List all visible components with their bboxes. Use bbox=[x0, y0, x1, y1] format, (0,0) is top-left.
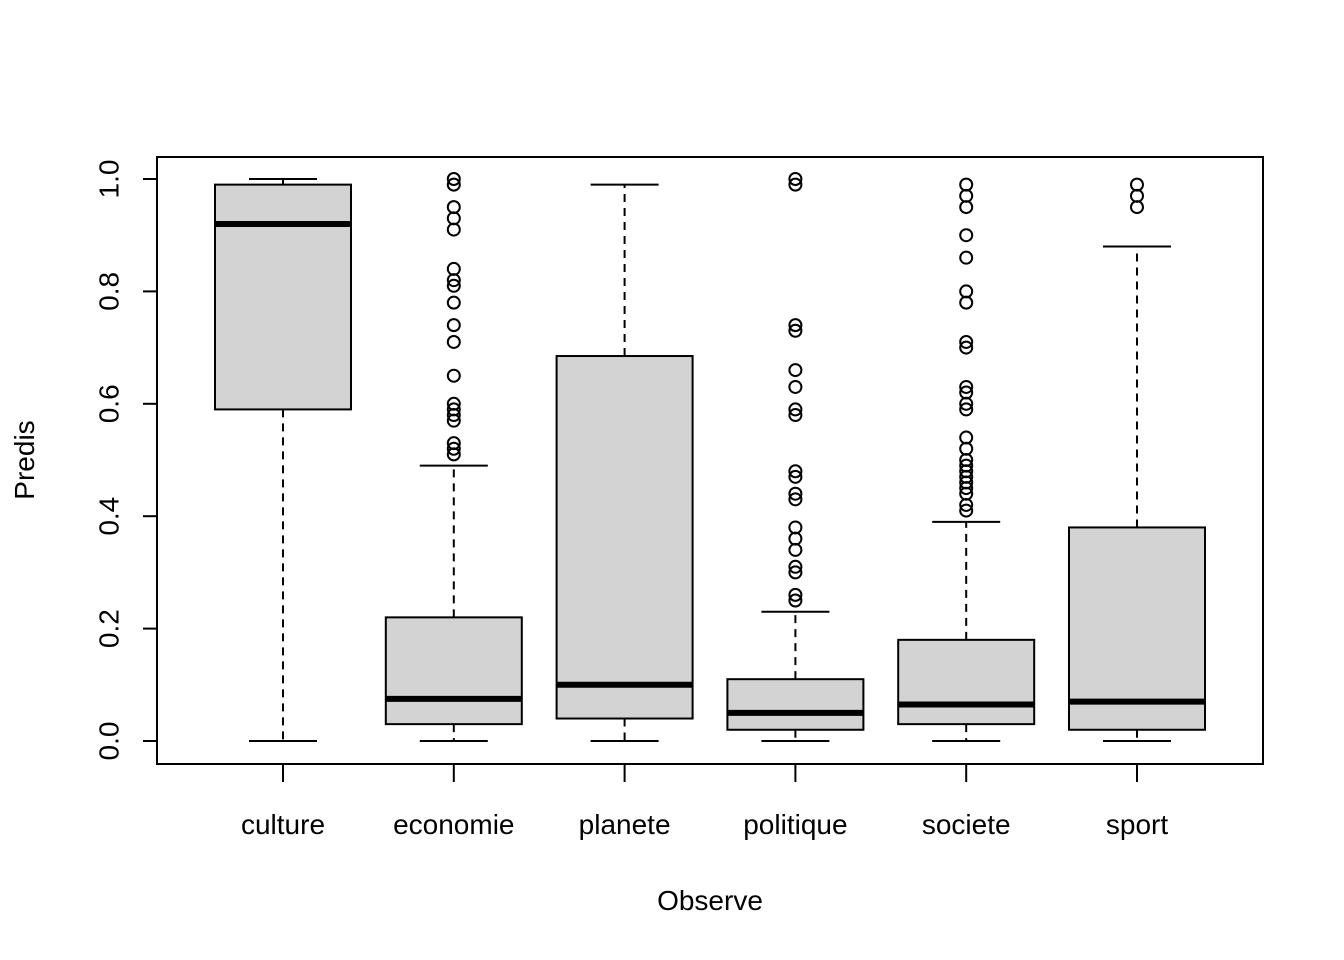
outlier-point bbox=[959, 228, 974, 243]
outlier-point bbox=[1130, 177, 1144, 192]
x-tick-label-politique: politique bbox=[743, 809, 847, 840]
outlier-point bbox=[959, 458, 974, 473]
outlier-point bbox=[959, 340, 974, 355]
iqr-box bbox=[1068, 526, 1206, 731]
outlier-point bbox=[959, 177, 974, 192]
outlier-point bbox=[788, 379, 803, 394]
outlier-point bbox=[446, 222, 461, 237]
outlier-point bbox=[788, 177, 803, 192]
outlier-point bbox=[959, 334, 974, 349]
outlier-point bbox=[788, 531, 803, 546]
outlier-point bbox=[788, 172, 803, 186]
outlier-point bbox=[788, 469, 803, 484]
y-tick-label: 0.6 bbox=[93, 384, 124, 423]
outlier-point bbox=[959, 188, 974, 203]
outlier-point bbox=[446, 177, 461, 192]
outlier-point bbox=[788, 402, 803, 417]
outlier-point bbox=[788, 363, 803, 378]
outlier-point bbox=[788, 565, 803, 580]
box-sport bbox=[1068, 177, 1206, 742]
outlier-point bbox=[446, 402, 461, 417]
y-axis: 0.0 0.2 0.4 0.6 0.8 1.0 bbox=[93, 160, 158, 761]
outlier-point bbox=[959, 402, 974, 417]
outlier-point bbox=[788, 559, 803, 574]
iqr-box bbox=[555, 355, 694, 720]
outlier-point bbox=[446, 334, 461, 349]
outlier-point bbox=[959, 441, 974, 456]
outlier-point bbox=[446, 436, 461, 451]
outlier-point bbox=[959, 503, 974, 518]
outlier-point bbox=[959, 430, 974, 445]
outlier-point bbox=[788, 587, 803, 602]
iqr-box bbox=[726, 678, 865, 731]
outlier-point bbox=[788, 492, 803, 507]
x-tick-label-economie: economie bbox=[393, 809, 514, 840]
outlier-point bbox=[788, 318, 803, 333]
x-axis-label: Observe bbox=[657, 885, 763, 916]
outlier-point bbox=[959, 295, 974, 310]
outlier-point bbox=[446, 318, 461, 333]
x-tick-label-planete: planete bbox=[579, 809, 671, 840]
y-tick-label: 0.2 bbox=[93, 609, 124, 648]
iqr-box bbox=[384, 616, 523, 726]
box-economie bbox=[384, 172, 523, 742]
outlier-point bbox=[446, 278, 461, 293]
iqr-box bbox=[897, 638, 1036, 726]
outlier-point bbox=[788, 323, 803, 338]
outlier-point bbox=[446, 441, 461, 456]
box-planete bbox=[555, 183, 694, 742]
box-societe bbox=[897, 177, 1036, 742]
outlier-point bbox=[788, 593, 803, 608]
outlier-point bbox=[959, 385, 974, 400]
x-tick-label-culture: culture bbox=[241, 809, 325, 840]
outlier-point bbox=[446, 396, 461, 411]
x-tick-label-sport: sport bbox=[1106, 809, 1168, 840]
x-tick-label-societe: societe bbox=[922, 809, 1011, 840]
y-tick-label: 0.4 bbox=[93, 497, 124, 536]
outlier-point bbox=[788, 486, 803, 501]
outlier-point bbox=[788, 464, 803, 479]
box-culture bbox=[214, 178, 352, 742]
outlier-point bbox=[959, 284, 974, 299]
outlier-point bbox=[959, 250, 974, 265]
outlier-point bbox=[788, 542, 803, 557]
outlier-point bbox=[788, 520, 803, 535]
box-politique bbox=[726, 172, 865, 742]
y-tick-label: 0.8 bbox=[93, 272, 124, 311]
outlier-point bbox=[446, 211, 461, 226]
outlier-point bbox=[446, 295, 461, 310]
outlier-point bbox=[959, 200, 974, 215]
outlier-point bbox=[446, 368, 461, 383]
outlier-point bbox=[446, 172, 461, 186]
y-axis-label: Predis bbox=[9, 420, 40, 499]
outlier-point bbox=[1130, 188, 1144, 203]
outlier-point bbox=[959, 379, 974, 394]
outlier-point bbox=[446, 261, 461, 276]
x-axis: culture economie planete politique societe sp… bbox=[241, 763, 1168, 840]
y-tick-label: 1.0 bbox=[93, 160, 124, 199]
y-tick-label: 0.0 bbox=[93, 722, 124, 761]
iqr-box bbox=[214, 183, 352, 411]
box-series bbox=[214, 172, 1206, 742]
outlier-point bbox=[788, 408, 803, 423]
outlier-point bbox=[446, 200, 461, 215]
outlier-point bbox=[1130, 200, 1144, 215]
